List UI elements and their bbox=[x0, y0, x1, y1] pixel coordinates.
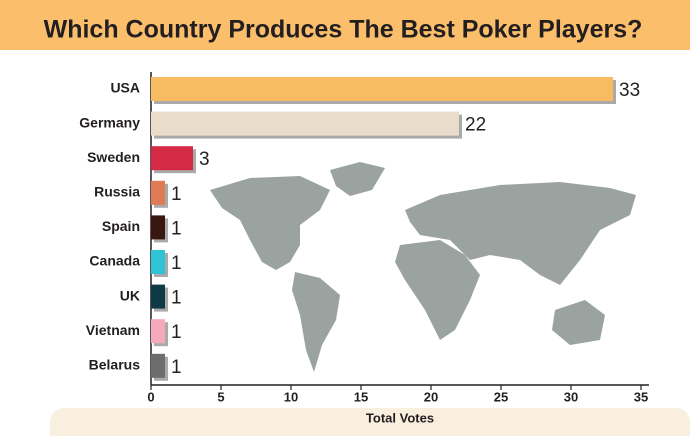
x-tick-label: 35 bbox=[634, 389, 648, 404]
value-label: 1 bbox=[171, 218, 182, 239]
x-tick-label: 15 bbox=[354, 389, 368, 404]
bar bbox=[151, 77, 613, 101]
africa bbox=[395, 240, 480, 340]
footer-panel bbox=[50, 408, 690, 436]
x-tick-label: 10 bbox=[284, 389, 298, 404]
x-tick-label: 0 bbox=[147, 389, 154, 404]
greenland bbox=[330, 162, 385, 196]
north-america bbox=[210, 176, 330, 270]
south-america bbox=[292, 272, 340, 372]
bar bbox=[151, 250, 165, 274]
x-tick-label: 30 bbox=[564, 389, 578, 404]
bar bbox=[151, 284, 165, 309]
x-tick-label: 5 bbox=[217, 389, 224, 404]
eurasia bbox=[405, 182, 636, 285]
value-label: 1 bbox=[171, 288, 182, 309]
y-tick-label: Sweden bbox=[87, 149, 140, 165]
y-tick-label: Canada bbox=[89, 253, 140, 269]
chart-title: Which Country Produces The Best Poker Pl… bbox=[44, 16, 643, 44]
x-tick-label: 20 bbox=[424, 389, 438, 404]
value-label: 1 bbox=[171, 184, 182, 205]
x-axis-label: Total Votes bbox=[366, 410, 434, 425]
y-tick-label: Germany bbox=[79, 114, 140, 130]
australia bbox=[552, 300, 605, 345]
value-label: 33 bbox=[619, 80, 640, 101]
world-map bbox=[210, 162, 636, 372]
y-tick-label: UK bbox=[120, 287, 140, 303]
value-label: 3 bbox=[199, 149, 210, 170]
value-label: 22 bbox=[465, 115, 486, 136]
bar bbox=[151, 319, 165, 344]
bar bbox=[151, 146, 193, 171]
y-tick-label: Spain bbox=[102, 218, 140, 234]
bar bbox=[151, 215, 165, 240]
bar bbox=[151, 353, 165, 378]
title-band bbox=[0, 0, 690, 50]
bar bbox=[151, 180, 165, 205]
bar bbox=[151, 111, 459, 136]
y-tick-label: USA bbox=[110, 80, 140, 96]
y-tick-label: Vietnam bbox=[86, 322, 140, 338]
y-tick-label: Russia bbox=[94, 184, 140, 200]
value-label: 1 bbox=[171, 322, 182, 343]
value-label: 1 bbox=[171, 253, 182, 274]
y-tick-label: Belarus bbox=[89, 357, 141, 373]
value-label: 1 bbox=[171, 357, 182, 378]
x-tick-label: 25 bbox=[494, 389, 508, 404]
